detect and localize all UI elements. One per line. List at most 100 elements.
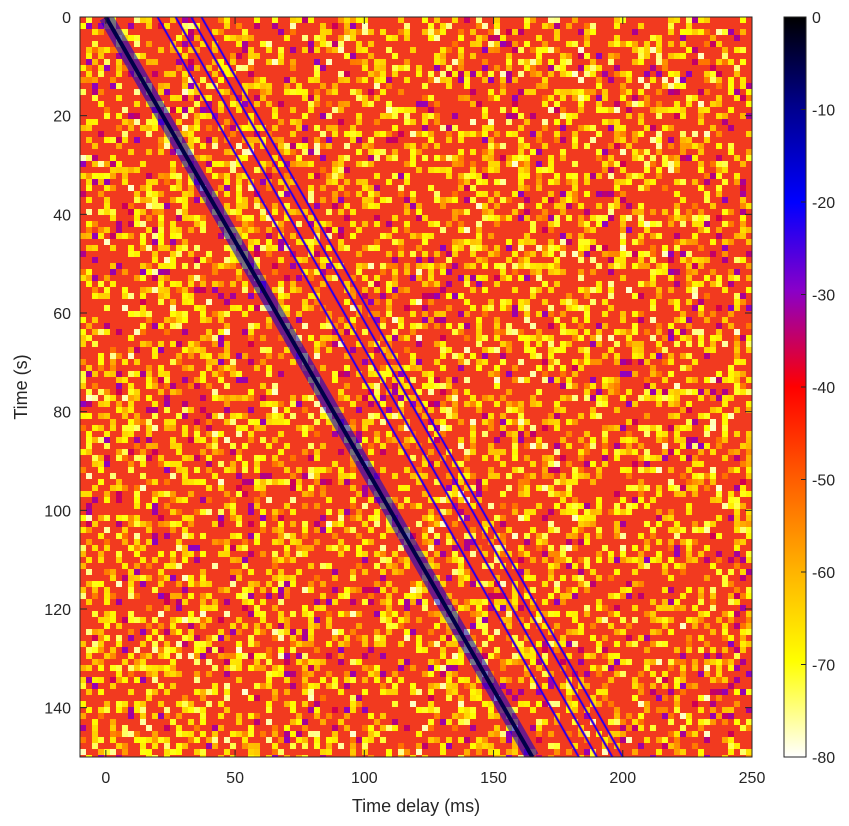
noise-cell bbox=[566, 539, 572, 545]
noise-cell bbox=[158, 137, 164, 143]
noise-cell bbox=[638, 341, 644, 347]
noise-cell bbox=[524, 431, 530, 437]
noise-cell bbox=[116, 623, 122, 629]
noise-cell bbox=[188, 635, 194, 641]
noise-cell bbox=[662, 77, 668, 83]
noise-cell bbox=[170, 659, 176, 665]
noise-cell bbox=[356, 533, 362, 539]
noise-cell bbox=[194, 155, 200, 161]
noise-cell bbox=[716, 557, 722, 563]
noise-cell bbox=[272, 635, 278, 641]
noise-cell bbox=[374, 131, 380, 137]
noise-cell bbox=[290, 23, 296, 29]
noise-cell bbox=[404, 269, 410, 275]
noise-cell bbox=[452, 491, 458, 497]
noise-cell bbox=[644, 539, 650, 545]
noise-cell bbox=[530, 59, 536, 65]
noise-cell bbox=[554, 131, 560, 137]
noise-cell bbox=[746, 341, 752, 347]
noise-cell bbox=[626, 437, 632, 443]
noise-cell bbox=[590, 65, 596, 71]
noise-cell bbox=[176, 65, 182, 71]
noise-cell bbox=[356, 161, 362, 167]
noise-cell bbox=[722, 257, 728, 263]
noise-cell bbox=[470, 443, 476, 449]
noise-cell bbox=[470, 551, 476, 557]
noise-cell bbox=[464, 359, 470, 365]
noise-cell bbox=[230, 281, 236, 287]
noise-cell bbox=[122, 293, 128, 299]
noise-cell bbox=[242, 413, 248, 419]
noise-cell bbox=[290, 485, 296, 491]
noise-cell bbox=[482, 335, 488, 341]
noise-cell bbox=[464, 473, 470, 479]
noise-cell bbox=[530, 335, 536, 341]
noise-cell bbox=[506, 305, 512, 311]
noise-cell bbox=[512, 77, 518, 83]
noise-cell bbox=[374, 515, 380, 521]
noise-cell bbox=[620, 215, 626, 221]
noise-cell bbox=[242, 479, 248, 485]
noise-cell bbox=[272, 563, 278, 569]
noise-cell bbox=[254, 197, 260, 203]
noise-cell bbox=[476, 71, 482, 77]
noise-cell bbox=[314, 77, 320, 83]
noise-cell bbox=[638, 185, 644, 191]
noise-cell bbox=[446, 413, 452, 419]
noise-cell bbox=[374, 665, 380, 671]
noise-cell bbox=[518, 641, 524, 647]
noise-cell bbox=[332, 167, 338, 173]
noise-cell bbox=[80, 641, 86, 647]
noise-cell bbox=[704, 173, 710, 179]
noise-cell bbox=[554, 647, 560, 653]
noise-cell bbox=[422, 473, 428, 479]
noise-cell bbox=[608, 203, 614, 209]
noise-cell bbox=[632, 341, 638, 347]
noise-cell bbox=[320, 605, 326, 611]
noise-cell bbox=[710, 587, 716, 593]
noise-cell bbox=[188, 23, 194, 29]
noise-cell bbox=[116, 71, 122, 77]
noise-cell bbox=[182, 545, 188, 551]
noise-cell bbox=[146, 419, 152, 425]
noise-cell bbox=[194, 455, 200, 461]
noise-cell bbox=[410, 377, 416, 383]
noise-cell bbox=[380, 29, 386, 35]
noise-cell bbox=[542, 599, 548, 605]
noise-cell bbox=[614, 593, 620, 599]
noise-cell bbox=[578, 29, 584, 35]
noise-cell bbox=[242, 83, 248, 89]
noise-cell bbox=[386, 47, 392, 53]
noise-cell bbox=[152, 383, 158, 389]
noise-cell bbox=[224, 323, 230, 329]
noise-cell bbox=[224, 191, 230, 197]
noise-cell bbox=[440, 335, 446, 341]
noise-cell bbox=[272, 437, 278, 443]
noise-cell bbox=[404, 305, 410, 311]
noise-cell bbox=[104, 455, 110, 461]
noise-cell bbox=[674, 281, 680, 287]
noise-cell bbox=[308, 491, 314, 497]
noise-cell bbox=[530, 401, 536, 407]
noise-cell bbox=[98, 227, 104, 233]
noise-cell bbox=[254, 137, 260, 143]
noise-cell bbox=[680, 329, 686, 335]
noise-cell bbox=[662, 587, 668, 593]
noise-cell bbox=[134, 617, 140, 623]
noise-cell bbox=[374, 317, 380, 323]
noise-cell bbox=[218, 395, 224, 401]
noise-cell bbox=[308, 629, 314, 635]
noise-cell bbox=[668, 89, 674, 95]
noise-cell bbox=[704, 17, 710, 23]
noise-cell bbox=[290, 89, 296, 95]
noise-cell bbox=[164, 647, 170, 653]
noise-cell bbox=[662, 431, 668, 437]
noise-cell bbox=[578, 581, 584, 587]
noise-cell bbox=[428, 563, 434, 569]
noise-cell bbox=[296, 569, 302, 575]
noise-cell bbox=[512, 263, 518, 269]
noise-cell bbox=[530, 557, 536, 563]
noise-cell bbox=[674, 167, 680, 173]
noise-cell bbox=[194, 95, 200, 101]
noise-cell bbox=[206, 419, 212, 425]
